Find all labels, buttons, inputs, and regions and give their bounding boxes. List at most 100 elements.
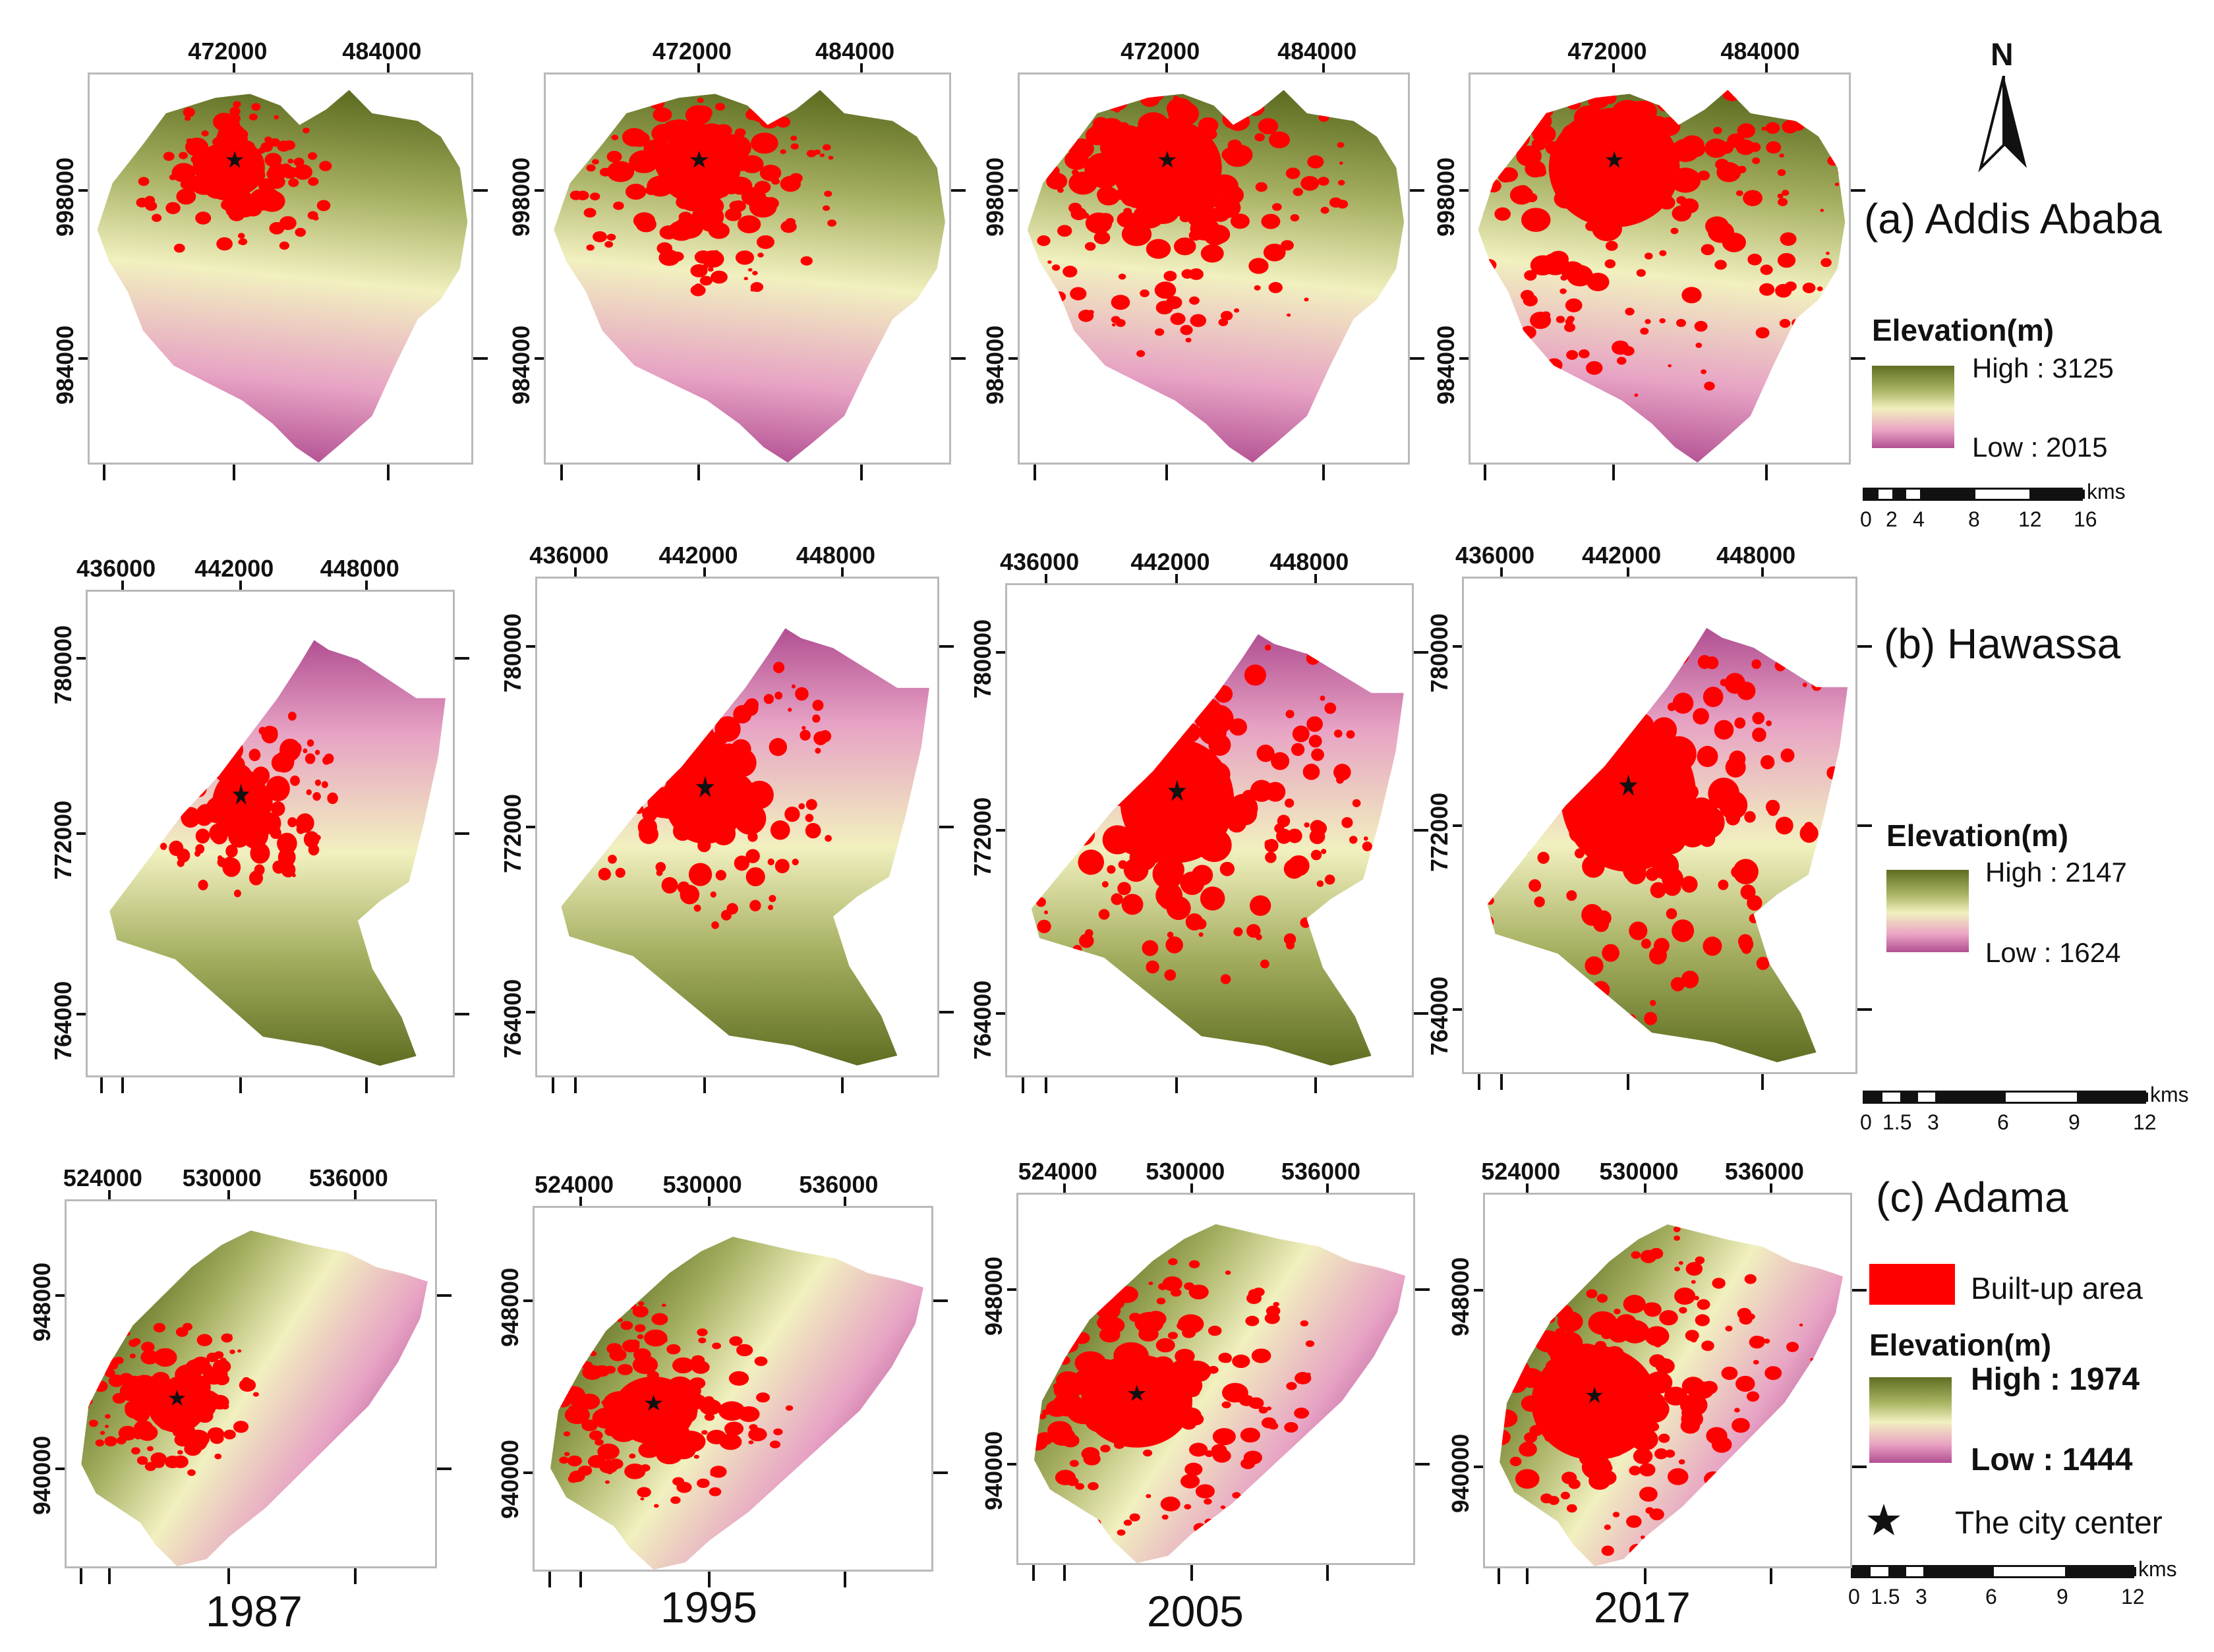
x-tick <box>233 63 236 72</box>
y-tick-label: 764000 <box>499 979 526 1059</box>
y-tick <box>535 188 544 192</box>
y-tick-label: 780000 <box>499 613 526 693</box>
y-tick-label: 764000 <box>49 981 76 1060</box>
year-label-1987: 1987 <box>206 1587 303 1636</box>
x-tick <box>1765 63 1768 72</box>
y-tick-label: 984000 <box>51 326 78 405</box>
scale-label: 0 <box>1848 1585 1860 1609</box>
y-tick <box>1852 1466 1867 1469</box>
map-frame-adama-1995: ★ <box>533 1206 933 1572</box>
city-center-star-icon: ★ <box>643 1392 664 1415</box>
x-tick <box>1063 1183 1066 1193</box>
row-label-adama: (c) Adama <box>1876 1174 2068 1221</box>
x-tick <box>860 63 863 72</box>
y-tick-label: 772000 <box>1426 792 1453 872</box>
y-tick <box>1414 1011 1428 1015</box>
x-tick-label: 484000 <box>342 38 422 65</box>
scale-unit: kms <box>2087 480 2126 503</box>
y-tick <box>933 1471 948 1475</box>
x-tick-label: 472000 <box>1121 38 1200 65</box>
city-center-star-icon: ★ <box>688 146 710 173</box>
y-tick-label: 772000 <box>969 797 996 876</box>
x-tick <box>1761 1074 1764 1090</box>
map-frame-hawassa-2017: ★ <box>1462 577 1857 1074</box>
y-tick <box>1851 188 1865 192</box>
x-tick-label: 524000 <box>1018 1158 1097 1185</box>
city-center-star-icon: ★ <box>695 770 716 804</box>
x-tick <box>239 581 243 590</box>
y-tick-label: 998000 <box>508 157 535 237</box>
x-tick-label: 536000 <box>1281 1158 1361 1185</box>
y-tick <box>996 829 1005 832</box>
x-tick <box>1765 465 1768 480</box>
x-tick <box>1526 1568 1529 1584</box>
x-tick <box>840 567 844 577</box>
city-boundary <box>561 628 929 1066</box>
x-tick <box>860 465 863 480</box>
row-label-hawassa: (b) Hawassa <box>1884 620 2121 668</box>
city-center-star-icon: ★ <box>224 147 245 173</box>
x-tick <box>121 581 124 590</box>
legend-low: Low : 1444 <box>1971 1442 2133 1477</box>
y-tick <box>1453 824 1462 827</box>
y-tick-label: 984000 <box>508 326 535 405</box>
x-tick <box>1500 1074 1503 1090</box>
y-tick-label: 764000 <box>969 980 996 1060</box>
x-tick-label: 448000 <box>1716 542 1796 569</box>
x-tick <box>1484 465 1487 480</box>
x-tick <box>1526 1183 1529 1193</box>
y-tick <box>1410 188 1424 192</box>
y-tick <box>55 1467 65 1470</box>
legend-title: Elevation(m) <box>1872 313 2054 347</box>
x-tick-label: 484000 <box>1720 38 1800 65</box>
x-tick-label: 484000 <box>1277 38 1357 65</box>
y-tick <box>1415 1288 1430 1291</box>
x-tick <box>1478 1074 1480 1090</box>
x-tick-label: 536000 <box>1724 1158 1804 1185</box>
y-tick <box>1857 1008 1872 1011</box>
x-tick <box>121 1077 124 1093</box>
y-tick <box>523 1471 533 1475</box>
scale-label: 8 <box>1968 507 1980 531</box>
x-tick <box>100 1077 103 1093</box>
x-tick <box>1627 567 1629 577</box>
y-tick <box>1414 651 1428 654</box>
elevation-map: ★ <box>1034 1224 1406 1563</box>
scale-label: 6 <box>1985 1585 1997 1609</box>
legend-high: High : 1974 <box>1971 1362 2140 1397</box>
x-tick <box>233 465 236 480</box>
map-frame-addis-2017: ★ <box>1469 72 1851 465</box>
y-tick <box>939 1011 954 1014</box>
city-center-star-icon: ★ <box>1157 147 1178 173</box>
x-tick <box>1165 465 1169 480</box>
x-tick <box>1500 567 1503 577</box>
x-tick <box>353 1568 357 1584</box>
y-tick-label: 984000 <box>1432 326 1459 405</box>
x-tick-label: 442000 <box>1582 542 1662 569</box>
city-boundary <box>1034 1224 1406 1563</box>
elevation-map: ★ <box>554 90 945 463</box>
x-tick <box>227 1568 230 1584</box>
elevation-map: ★ <box>1027 90 1405 463</box>
x-tick-label: 524000 <box>1481 1158 1561 1185</box>
y-tick <box>76 656 86 660</box>
x-tick <box>1612 63 1616 72</box>
x-tick <box>79 1568 82 1584</box>
x-tick <box>574 1077 577 1093</box>
x-tick <box>364 1077 368 1093</box>
y-tick <box>1851 357 1865 360</box>
x-tick-label: 536000 <box>308 1164 388 1191</box>
x-tick <box>1190 1565 1194 1581</box>
x-tick <box>227 1190 230 1199</box>
scale-label: 16 <box>2074 507 2097 531</box>
y-tick <box>1007 1288 1016 1291</box>
y-tick <box>939 645 954 648</box>
y-tick-label: 940000 <box>980 1431 1007 1511</box>
builtup-area <box>1478 90 1842 402</box>
city-center-star-icon: ★ <box>231 780 251 812</box>
x-tick <box>551 1077 554 1093</box>
map-frame-hawassa-1995: ★ <box>535 577 939 1077</box>
legend-high: High : 3125 <box>1972 353 2114 384</box>
y-tick <box>437 1467 452 1470</box>
y-tick-label: 780000 <box>1426 613 1453 693</box>
